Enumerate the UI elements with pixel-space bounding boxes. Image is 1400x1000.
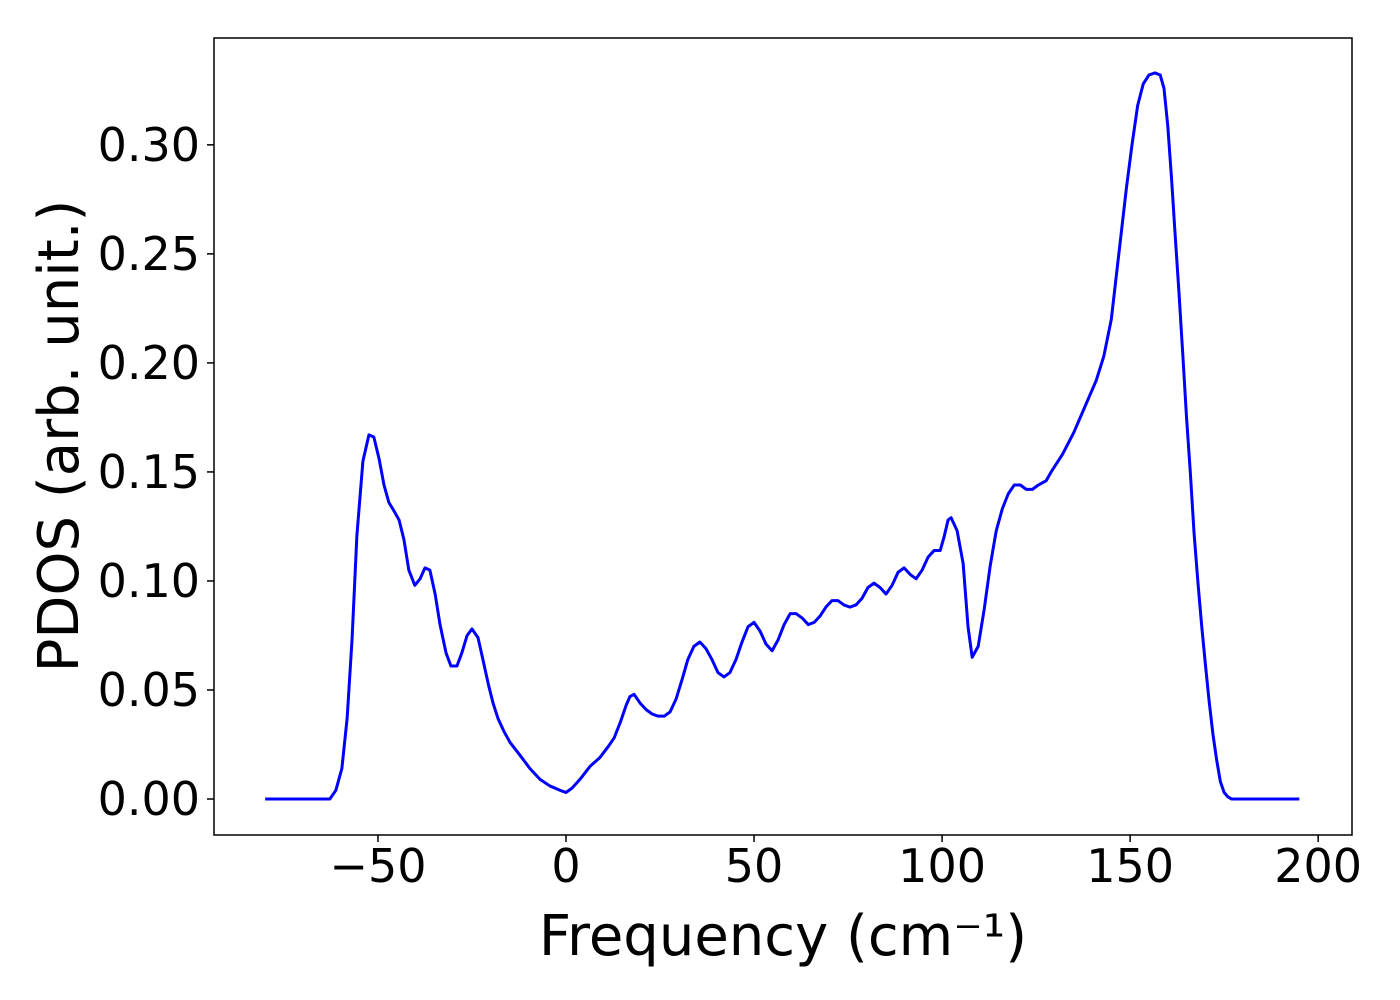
y-tick-label: 0.10 [98,554,200,608]
plot-frame [213,37,1353,836]
x-tick-label: 150 [1086,839,1174,893]
y-tick-label: 0.30 [98,118,200,172]
y-tick-label: 0.20 [98,336,200,390]
x-tick-label: 0 [551,839,580,893]
y-tick-label: 0.00 [98,772,200,826]
y-tick-label: 0.25 [98,227,200,281]
y-tick-label: 0.15 [98,445,200,499]
x-axis-label: Frequency (cm⁻¹) [539,904,1027,969]
x-tick-label: −50 [329,839,426,893]
x-tick-label: 200 [1274,839,1362,893]
y-tick-label: 0.05 [98,663,200,717]
y-axis-label: PDOS (arb. unit.) [27,200,92,673]
pdos-line [265,71,1300,801]
x-tick-label: 50 [725,839,784,893]
x-tick-label: 100 [898,839,986,893]
